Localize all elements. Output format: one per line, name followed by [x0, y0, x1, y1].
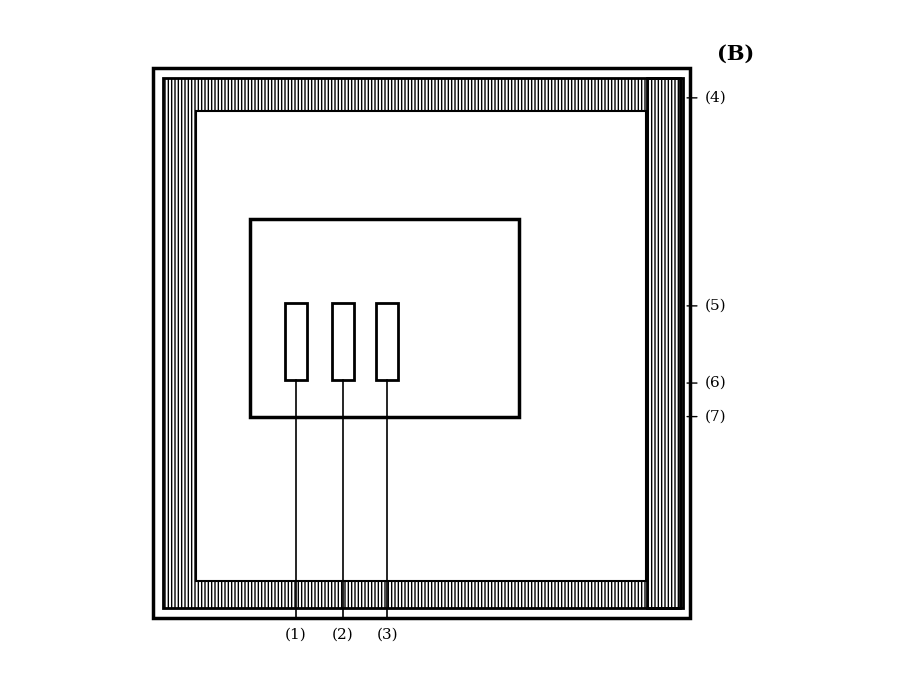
Bar	[153, 68, 689, 618]
Text: (7): (7)	[704, 410, 726, 424]
Bar	[647, 78, 683, 608]
Bar	[647, 78, 683, 608]
Bar	[162, 111, 197, 581]
Text: (2): (2)	[332, 628, 354, 642]
Text: (B): (B)	[716, 44, 754, 64]
Text: (3): (3)	[377, 628, 398, 642]
Text: (5): (5)	[704, 299, 726, 313]
Bar	[162, 78, 679, 111]
Bar	[377, 303, 399, 380]
Bar	[162, 581, 679, 608]
Bar	[250, 219, 519, 417]
Bar	[197, 111, 646, 581]
Bar	[285, 303, 307, 380]
Bar	[332, 303, 354, 380]
Text: (1): (1)	[285, 628, 307, 642]
Text: (4): (4)	[704, 91, 726, 105]
Bar	[162, 78, 679, 608]
Text: (6): (6)	[704, 376, 726, 390]
